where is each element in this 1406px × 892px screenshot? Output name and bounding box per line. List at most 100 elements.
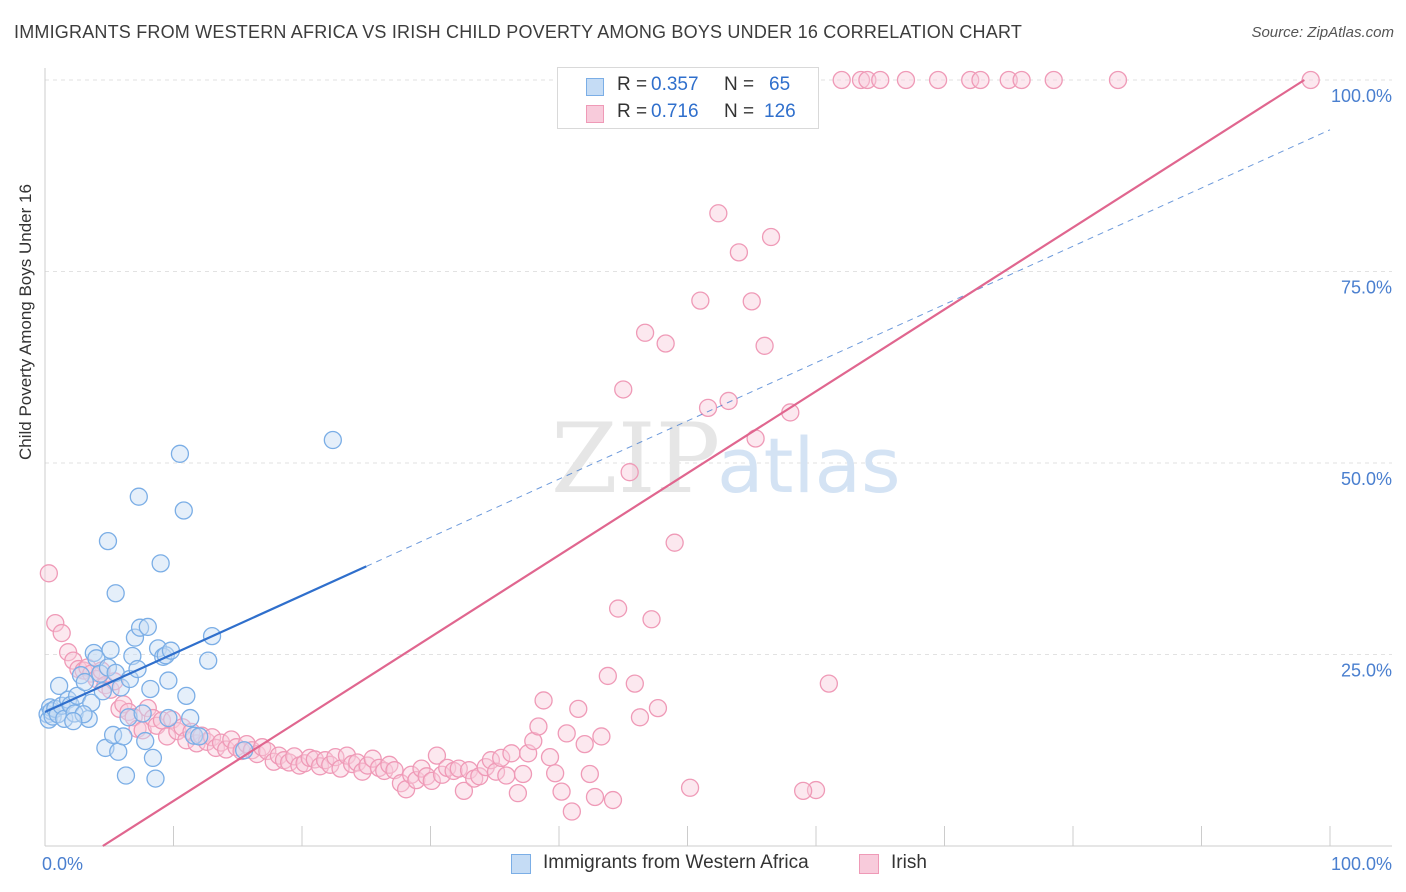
legend-swatch-western-africa [586,78,604,96]
irish-point [285,747,304,766]
irish-point [971,70,990,90]
irish-point [761,227,781,247]
irish-point [698,398,718,417]
legend-label-irish: Irish [891,852,927,873]
series-irish-points [39,70,1320,821]
trend-lines [44,79,1331,847]
x-tick-label-min: 0.0% [42,854,83,874]
correlation-legend: R = 0.357 N = 65 R = 0.716 N = 126 [557,67,819,129]
irish-point [1044,70,1063,90]
irish-point [295,754,314,773]
irish-point [806,780,826,800]
y-tick-label: 50.0% [1341,469,1392,489]
legend-swatch-irish [859,854,879,874]
chart-title: IMMIGRANTS FROM WESTERN AFRICA VS IRISH … [14,22,1023,42]
irish-point [858,70,877,90]
irish-point [513,764,533,784]
legend-label-western-africa: Immigrants from Western Africa [543,852,809,873]
irish-point [832,70,851,90]
legend-swatch-irish [586,105,604,123]
irish-point [614,380,633,399]
irish-point [569,699,588,719]
irish-point [363,749,382,768]
irish-point [648,698,668,718]
western-africa-point [190,727,209,746]
western-africa-point [184,726,204,745]
irish-point [642,610,661,629]
irish-point [585,787,605,807]
western-africa-point [74,705,93,724]
irish-point [326,747,345,767]
r-label: R = [617,101,648,122]
irish-point [427,746,447,765]
irish-point [961,70,980,90]
gridlines [45,79,1392,655]
legend-row-irish: R = 0.716 N = 126 [558,101,820,127]
trend-line-western-africa [44,565,367,713]
irish-point [157,727,177,746]
series-legend: Immigrants from Western Africa Irish [0,852,1406,878]
western-africa-point [181,708,200,728]
western-africa-point [109,742,128,761]
source-credit: Source: ZipAtlas.com [1251,24,1394,41]
western-africa-point [199,651,218,670]
axes [44,68,1392,847]
irish-point [529,717,548,736]
watermark-atlas: atlas [717,421,901,510]
western-africa-point [75,672,94,692]
western-africa-point [129,487,148,506]
western-africa-point [151,554,170,573]
irish-point [656,334,675,353]
western-africa-point [143,748,163,768]
western-africa-point [174,501,193,520]
y-tick-label: 100.0% [1331,86,1392,106]
western-africa-point [101,640,120,660]
western-africa-point [130,618,150,637]
irish-point [545,764,565,783]
irish-point [630,708,650,727]
irish-point [52,623,71,643]
irish-point [202,728,222,747]
irish-point [422,771,441,791]
irish-point [1012,70,1031,90]
legend-swatch-western-africa [511,854,531,874]
irish-point [46,613,65,633]
n-label: N = [724,101,755,122]
r-label: R = [617,74,648,95]
irish-point [620,463,639,482]
irish-point [851,70,871,90]
y-tick-label: 25.0% [1341,661,1392,681]
western-africa-point [114,727,133,746]
western-africa-point [116,766,136,785]
irish-point [709,204,728,223]
western-africa-point [170,444,190,463]
irish-point [492,748,511,768]
western-africa-point [125,628,145,647]
irish-point [871,70,890,90]
irish-point [454,781,474,800]
irish-point [508,783,528,803]
irish-point [742,292,761,311]
irish-point [665,533,684,552]
irish-point [39,564,59,583]
irish-point [691,291,710,310]
watermark-zip: ZIP [551,403,720,515]
irish-point [896,70,916,90]
irish-point [729,243,749,262]
irish-point [552,782,571,801]
western-africa-point [119,708,138,727]
irish-point [557,724,576,743]
irish-point [380,755,399,774]
irish-point [755,336,774,355]
irish-point [608,599,628,618]
irish-point [540,747,560,767]
irish-point [502,744,521,763]
irish-point [407,770,426,790]
irish-point [598,666,617,686]
irish-point [402,765,421,784]
irish-point [603,790,623,810]
trend-line-irish [102,79,1305,847]
western-africa-point [64,711,83,731]
western-africa-point [138,617,157,637]
